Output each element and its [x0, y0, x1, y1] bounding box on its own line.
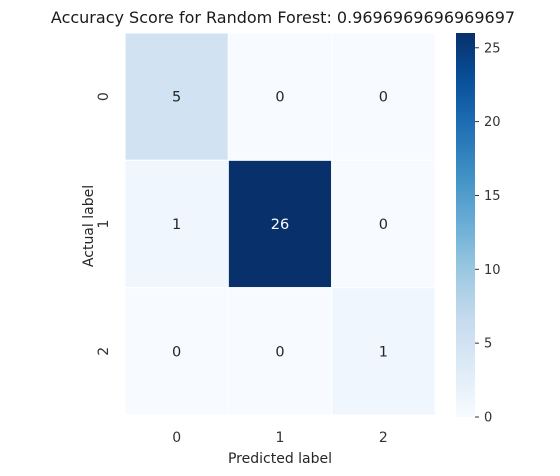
heatmap-cell-1-0 [124, 159, 229, 289]
colorbar-tick-label: 20 [484, 115, 501, 130]
heatmap-cells: 5 0 0 1 26 0 0 0 1 [124, 32, 436, 416]
colorbar-tick-label: 0 [484, 411, 492, 426]
heatmap-cell-1-1 [227, 159, 333, 289]
colorbar-tick-label: 10 [484, 263, 501, 278]
colorbar-ticks: 0 5 10 15 20 25 [475, 41, 501, 426]
heatmap-cell-1-2 [331, 159, 436, 289]
y-tick-labels: 0 1 2 [96, 92, 112, 356]
cell-value-label: 26 [271, 217, 289, 233]
heatmap-cell-2-1 [227, 287, 333, 416]
cell-value-label: 0 [379, 90, 388, 106]
cell-value-label: 0 [275, 90, 284, 106]
cell-value-label: 0 [379, 217, 388, 233]
y-tick-label: 0 [96, 92, 112, 101]
colorbar-tick-label: 15 [484, 189, 501, 204]
colorbar-tick-label: 5 [484, 337, 492, 352]
y-axis-label: Actual label [81, 185, 97, 267]
x-tick-label: 1 [276, 430, 285, 446]
colorbar [456, 33, 475, 417]
heatmap-cell-2-2 [331, 287, 436, 416]
y-tick-label: 2 [96, 347, 112, 356]
cell-value-label: 0 [275, 344, 284, 360]
cell-value-label: 1 [172, 217, 181, 233]
x-axis-label: Predicted label [228, 451, 332, 467]
x-tick-label: 0 [172, 430, 181, 446]
colorbar-tick-label: 25 [484, 41, 501, 56]
cell-value-label: 0 [172, 344, 181, 360]
heatmap-cell-0-2 [331, 32, 436, 161]
y-tick-label: 1 [96, 220, 112, 229]
cell-value-label: 1 [379, 344, 388, 360]
x-tick-labels: 0 1 2 [172, 430, 388, 446]
heatmap-cell-0-0 [124, 32, 229, 161]
x-tick-label: 2 [379, 430, 388, 446]
heatmap-cell-2-0 [124, 287, 229, 416]
heatmap-cell-0-1 [227, 32, 333, 161]
chart-title: Accuracy Score for Random Forest: 0.9696… [51, 8, 515, 27]
cell-value-label: 5 [172, 90, 181, 106]
